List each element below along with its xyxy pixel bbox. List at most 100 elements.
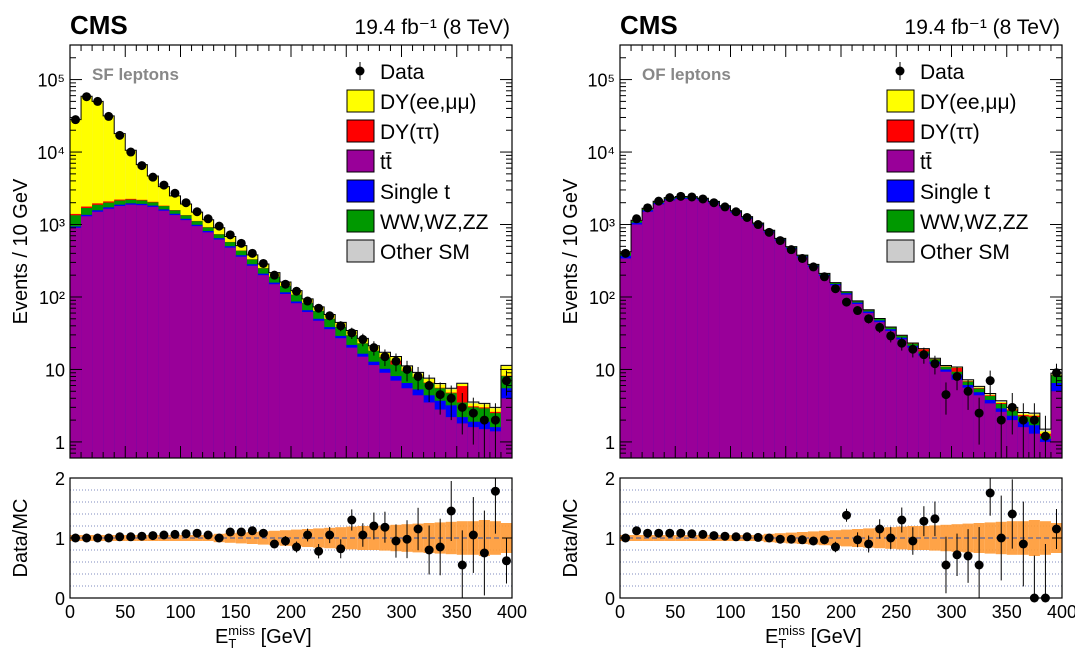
legend-label-data: Data: [380, 61, 425, 84]
ratio-point: [347, 515, 357, 525]
y-tick-label: 10⁵: [38, 71, 65, 91]
bar-ttbar: [863, 313, 875, 458]
data-point: [643, 203, 653, 213]
data-point: [819, 272, 829, 282]
ratio-uncertainty: [246, 532, 258, 544]
legend-swatch-dy_tautau: [886, 119, 915, 143]
y-tick-label: 10: [45, 360, 65, 380]
data-point: [148, 172, 158, 182]
data-point: [654, 196, 664, 206]
ratio-point: [775, 534, 785, 544]
x-axis-label: ETmiss [GeV]: [215, 623, 312, 648]
x-tick-label: 350: [442, 602, 472, 622]
bar-ttbar: [379, 372, 391, 458]
ratio-point: [126, 532, 136, 542]
bar-ttbar: [885, 330, 897, 458]
data-point: [468, 408, 478, 418]
data-point: [325, 311, 335, 321]
legend-marker: [355, 66, 365, 76]
data-point: [435, 390, 445, 400]
ratio-uncertainty: [1028, 520, 1040, 556]
x-tick-label: 200: [826, 602, 856, 622]
ratio-point: [258, 528, 268, 538]
ratio-tick-label: 1: [55, 529, 65, 549]
x-tick-label: 150: [771, 602, 801, 622]
legend-swatch-dy_tautau: [346, 119, 375, 143]
data-point: [336, 321, 346, 331]
bar-ttbar: [335, 338, 347, 458]
bar-ttbar: [1050, 391, 1062, 458]
legend-swatch-diboson: [346, 209, 375, 233]
legend-label-ttbar: tt̄: [920, 151, 932, 174]
data-point: [742, 212, 752, 222]
ratio-point: [137, 531, 147, 541]
data-point: [380, 352, 390, 362]
y-axis-label: Events / 10 GeV: [10, 178, 32, 324]
ratio-point: [908, 536, 918, 546]
stack-histogram: [620, 191, 1062, 458]
ratio-point: [104, 533, 114, 543]
bar-ttbar: [719, 207, 731, 458]
ratio-point: [192, 528, 202, 538]
bar-ttbar: [235, 256, 247, 458]
legend-label-single_t: Single t: [380, 181, 450, 204]
data-point: [82, 92, 92, 102]
bar-ttbar: [962, 387, 974, 458]
bar-ttbar: [81, 216, 93, 458]
legend-swatch-ttbar: [886, 149, 915, 173]
ratio-point: [676, 528, 686, 538]
bar-ttbar: [313, 320, 325, 458]
ratio-point: [819, 535, 829, 545]
data-point: [775, 236, 785, 246]
data-point: [280, 279, 290, 289]
data-point: [941, 390, 951, 400]
ratio-point: [413, 524, 423, 534]
bar-ttbar: [984, 403, 996, 458]
ratio-point: [665, 528, 675, 538]
ratio-point: [753, 532, 763, 542]
legend-swatch-ttbar: [346, 149, 375, 173]
y-tick-label: 10³: [39, 216, 65, 236]
x-tick-label: 250: [331, 602, 361, 622]
data-point: [446, 393, 456, 403]
legend: Data DY(ee,μμ) DY(ττ) tt̄ Single t WW,WZ,ZZ Ot…: [346, 61, 489, 264]
data-point: [490, 415, 500, 425]
stack-histogram: [70, 92, 512, 458]
ratio-point: [808, 536, 818, 546]
bar-ttbar: [730, 212, 742, 458]
ratio-point: [1007, 509, 1017, 519]
ratio-point: [181, 529, 191, 539]
x-tick-label: 0: [65, 602, 75, 622]
bar-ttbar: [401, 388, 413, 458]
ratio-point: [1051, 524, 1061, 534]
ratio-uncertainty: [918, 526, 930, 550]
ratio-point: [786, 534, 796, 544]
ratio-point: [709, 531, 719, 541]
ratio-point: [314, 546, 324, 556]
data-point: [1029, 415, 1039, 425]
data-point: [786, 245, 796, 255]
bar-ttbar: [213, 239, 225, 458]
x-tick-label: 400: [497, 602, 527, 622]
bar-ttbar: [500, 398, 512, 458]
ratio-point: [380, 522, 390, 532]
data-point: [919, 350, 929, 360]
bar-ttbar: [1006, 420, 1018, 458]
bar-ttbar: [675, 198, 687, 458]
ratio-point: [632, 526, 642, 536]
bar-ttbar: [620, 258, 632, 458]
data-point: [126, 147, 136, 157]
ratio-point: [325, 530, 335, 540]
data-point: [830, 284, 840, 294]
bar-ttbar: [796, 257, 808, 458]
bar-ttbar: [412, 395, 424, 458]
ratio-point: [303, 530, 313, 540]
bar-ttbar: [642, 211, 654, 458]
y-tick-label: 10³: [589, 216, 615, 236]
bar-ttbar: [653, 204, 665, 458]
ratio-point: [698, 529, 708, 539]
data-point: [369, 343, 379, 353]
data-point: [996, 415, 1006, 425]
legend-label-other_sm: Other SM: [920, 241, 1010, 264]
bar-ttbar: [940, 371, 952, 458]
